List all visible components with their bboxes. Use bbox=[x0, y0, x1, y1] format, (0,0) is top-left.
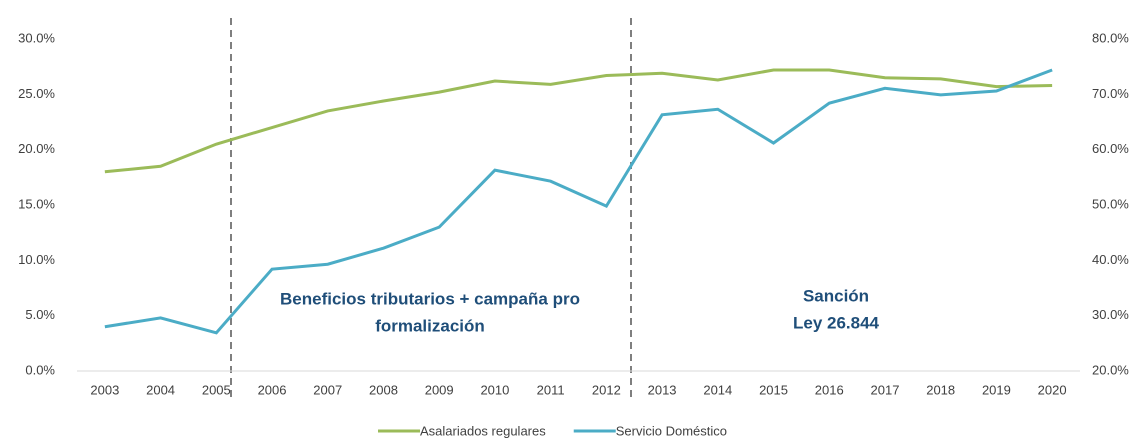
x-tick-label: 2011 bbox=[537, 382, 565, 397]
x-tick-label: 2004 bbox=[146, 382, 175, 397]
x-tick-label: 2015 bbox=[759, 382, 788, 397]
y2-tick-label: 40.0% bbox=[1092, 252, 1129, 267]
series-line bbox=[104, 68, 1053, 174]
x-tick-label: 2005 bbox=[202, 382, 231, 397]
x-tick-label: 2014 bbox=[703, 382, 732, 397]
y2-tick-label: 80.0% bbox=[1092, 30, 1129, 45]
y2-tick-label: 20.0% bbox=[1092, 362, 1129, 377]
x-tick-label: 2007 bbox=[313, 382, 342, 397]
y-tick-label: 10.0% bbox=[18, 252, 55, 267]
x-tick-label: 2018 bbox=[926, 382, 955, 397]
x-tick-label: 2008 bbox=[369, 382, 398, 397]
y-tick-label: 20.0% bbox=[18, 141, 55, 156]
x-tick-label: 2017 bbox=[871, 382, 900, 397]
y-tick-label: 0.0% bbox=[25, 362, 55, 377]
annotation: Ley 26.844 bbox=[793, 313, 880, 332]
y-tick-label: 25.0% bbox=[18, 86, 55, 101]
legend-label: Servicio Doméstico bbox=[616, 423, 727, 438]
y-tick-label: 15.0% bbox=[18, 196, 55, 211]
annotation: Beneficios tributarios + campaña pro bbox=[280, 289, 580, 308]
y2-tick-label: 60.0% bbox=[1092, 141, 1129, 156]
annotation: formalización bbox=[375, 316, 485, 335]
x-tick-label: 2009 bbox=[425, 382, 454, 397]
x-tick-label: 2016 bbox=[815, 382, 844, 397]
x-tick-label: 2003 bbox=[90, 382, 119, 397]
y-tick-label: 5.0% bbox=[25, 307, 55, 322]
legend-label: Asalariados regulares bbox=[420, 423, 546, 438]
x-tick-label: 2010 bbox=[480, 382, 509, 397]
x-tick-label: 2013 bbox=[648, 382, 677, 397]
x-tick-label: 2006 bbox=[258, 382, 287, 397]
y2-tick-label: 50.0% bbox=[1092, 196, 1129, 211]
annotation: Sanción bbox=[803, 286, 869, 305]
x-tick-label: 2020 bbox=[1038, 382, 1067, 397]
y2-tick-label: 30.0% bbox=[1092, 307, 1129, 322]
y-tick-label: 30.0% bbox=[18, 30, 55, 45]
x-tick-label: 2012 bbox=[592, 382, 621, 397]
series-line bbox=[104, 68, 1053, 335]
x-tick-label: 2019 bbox=[982, 382, 1011, 397]
y2-tick-label: 70.0% bbox=[1092, 86, 1129, 101]
